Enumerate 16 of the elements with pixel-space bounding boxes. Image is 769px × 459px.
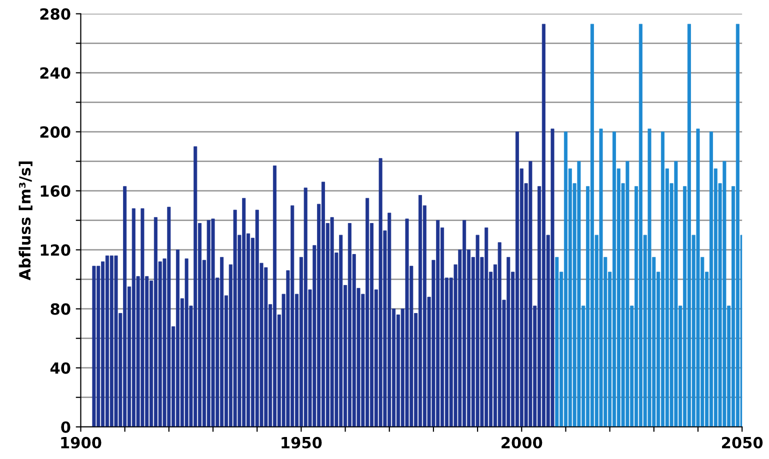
y-axis-title: Abfluss [m³/s] [18, 161, 32, 280]
bar [736, 24, 740, 427]
bar [92, 266, 96, 427]
y-tick-label: 120 [40, 244, 70, 256]
y-tick-label: 200 [40, 126, 70, 138]
y-tick-label: 240 [40, 67, 70, 79]
y-tick-label: 80 [50, 303, 70, 315]
x-tick-label: 1900 [61, 436, 102, 448]
bar [555, 256, 559, 427]
x-tick-label: 1950 [282, 436, 322, 448]
y-tick-label: 40 [50, 362, 70, 374]
x-tick-label: 2050 [722, 436, 763, 448]
x-tick-label: 2000 [502, 436, 542, 448]
y-tick-label: 160 [40, 185, 70, 197]
y-tick-label: 280 [40, 8, 70, 20]
y-tick-label: 0 [61, 421, 70, 433]
